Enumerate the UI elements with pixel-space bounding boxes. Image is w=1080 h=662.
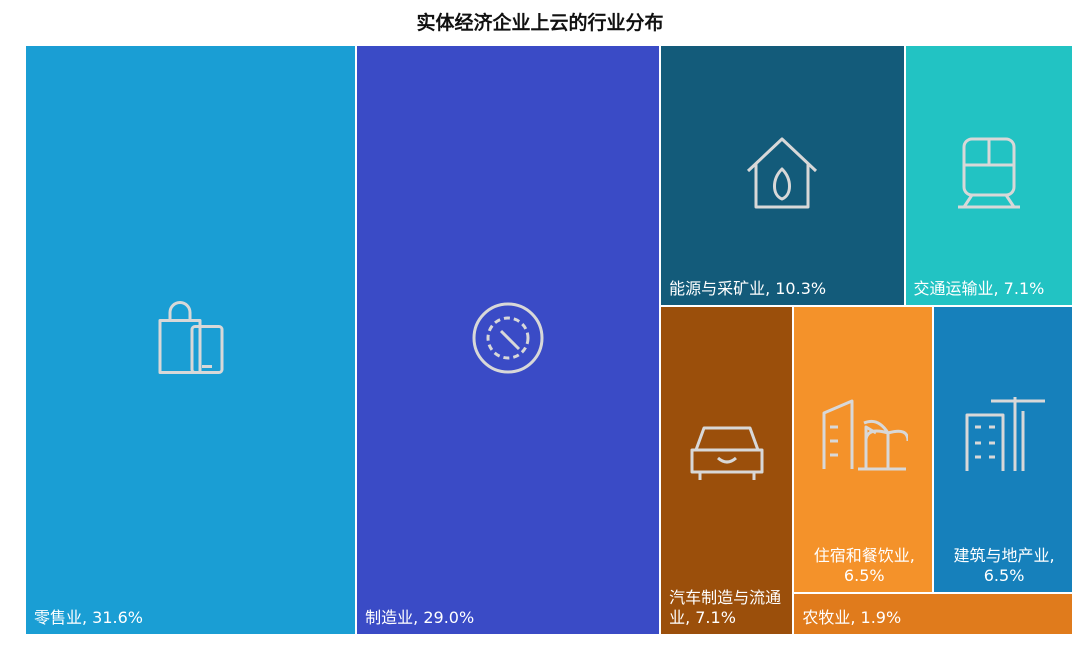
icon bbox=[156, 301, 226, 380]
cell-label: 住宿和餐饮业, 6.5% bbox=[813, 545, 915, 585]
cell-label: 制造业, 29.0% bbox=[365, 608, 475, 627]
treemap-cell: 能源与采矿业, 10.3% bbox=[660, 45, 905, 306]
treemap-cell: 汽车制造与流通业, 7.1% bbox=[660, 305, 794, 635]
treemap-cell: 住宿和餐饮业, 6.5% bbox=[793, 305, 934, 593]
icon bbox=[742, 133, 822, 217]
icon bbox=[961, 391, 1046, 479]
cell-label: 建筑与地产业, 6.5% bbox=[953, 545, 1055, 585]
cell-label: 交通运输业, 7.1% bbox=[913, 278, 1045, 298]
icon bbox=[818, 393, 910, 477]
cell-label: 能源与采矿业, 10.3% bbox=[669, 278, 827, 298]
icon bbox=[688, 420, 766, 488]
treemap-cell: 制造业, 29.0% bbox=[356, 45, 661, 635]
treemap: 零售业, 31.6% 制造业, 29.0% 能源与采矿业, 10.3% 交通运输业, … bbox=[25, 45, 1073, 635]
treemap-cell: 农牧业, 1.9% bbox=[793, 592, 1073, 635]
icon bbox=[471, 301, 545, 379]
treemap-cell: 建筑与地产业, 6.5% bbox=[933, 305, 1073, 593]
cell-label: 零售业, 31.6% bbox=[34, 608, 144, 627]
treemap-cell: 零售业, 31.6% bbox=[25, 45, 357, 635]
cell-label: 农牧业, 1.9% bbox=[802, 607, 902, 627]
icon bbox=[956, 135, 1022, 215]
chart-title: 实体经济企业上云的行业分布 bbox=[416, 12, 664, 34]
cell-label: 汽车制造与流通业, 7.1% bbox=[669, 587, 782, 627]
treemap-cell: 交通运输业, 7.1% bbox=[904, 45, 1073, 306]
